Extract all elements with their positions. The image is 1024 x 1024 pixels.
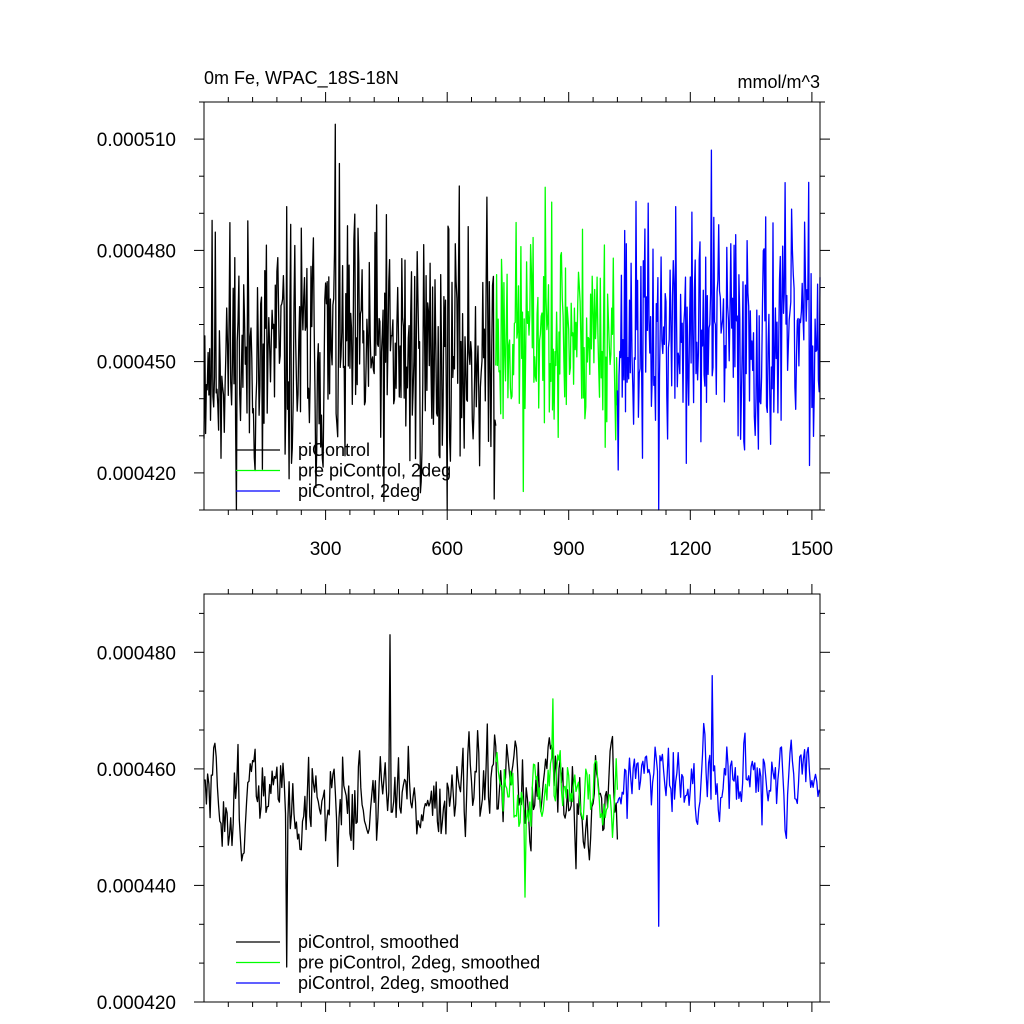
x-tick-label: 600 [431, 539, 463, 560]
x-tick-label: 300 [310, 539, 342, 560]
top-panel: 0m Fe, WPAC_18S-18N mmol/m^3 300 600 900 12… [97, 68, 833, 560]
legend-label-2: pre piControl, 2deg, smoothed [298, 953, 540, 973]
legend-label-3: piControl, 2deg [298, 481, 420, 501]
legend-label-3: piControl, 2deg, smoothed [298, 973, 509, 993]
bottom-panel: 0.000420 0.000440 0.000460 0.000480 piContr… [97, 584, 830, 1014]
top-plot-frame [203, 101, 821, 511]
series-line-3 [616, 674, 820, 927]
y-tick-label: 0.000450 [97, 353, 176, 374]
series-line-1 [203, 634, 619, 968]
y-tick-label: 0.000460 [97, 760, 176, 781]
series-line-3 [616, 149, 821, 511]
y-tick-label: 0.000480 [97, 643, 176, 664]
bottom-plot-frame [203, 593, 821, 1003]
chart-title: 0m Fe, WPAC_18S-18N [204, 68, 399, 89]
legend-label-1: piControl, smoothed [298, 932, 459, 952]
x-tick-label: 1200 [669, 539, 711, 560]
y-tick-label: 0.000440 [97, 876, 176, 897]
y-tick-label: 0.000420 [97, 993, 176, 1014]
units-label: mmol/m^3 [738, 72, 820, 92]
top-series-group [203, 123, 821, 511]
bottom-axis-ticks: 0.000420 0.000440 0.000460 0.000480 [97, 584, 830, 1014]
y-tick-label: 0.000480 [97, 241, 176, 262]
top-axis-ticks: 300 600 900 1200 1500 0.000420 0.000450 0.00048… [97, 92, 833, 560]
y-tick-label: 0.000420 [97, 464, 176, 485]
x-tick-label: 1500 [791, 539, 833, 560]
series-line-2 [495, 698, 619, 898]
legend-label-2: pre piControl, 2deg [298, 461, 451, 481]
y-tick-label: 0.000510 [97, 130, 176, 151]
bottom-series-group [203, 634, 820, 968]
x-tick-label: 900 [553, 539, 585, 560]
legend-label-1: piControl [298, 440, 370, 460]
series-line-2 [495, 186, 619, 493]
